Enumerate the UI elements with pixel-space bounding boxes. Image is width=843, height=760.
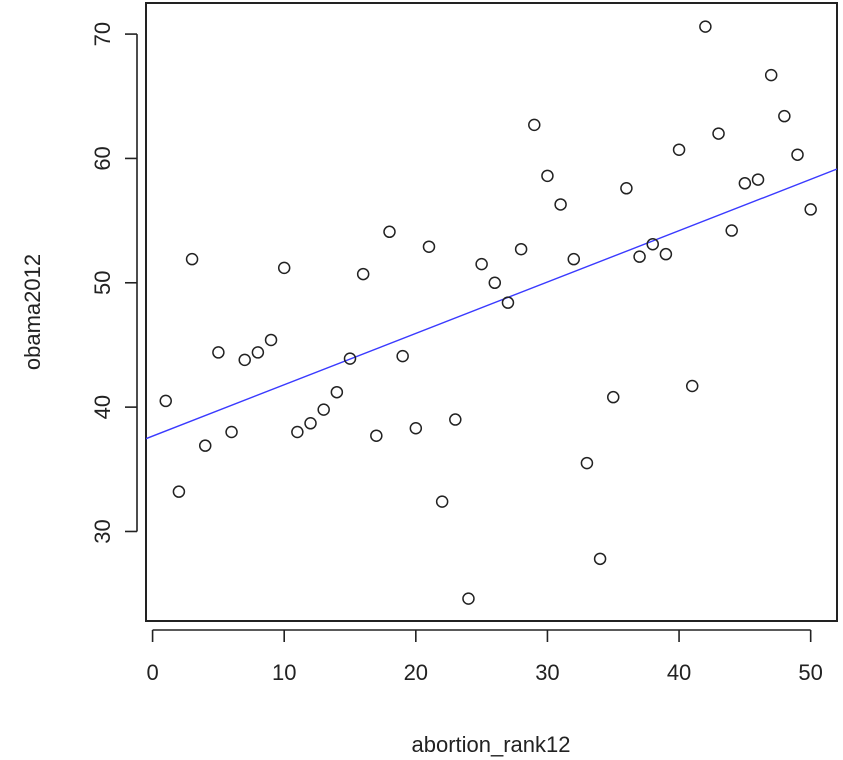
data-point <box>475 257 488 271</box>
x-tick-label: 0 <box>146 660 158 685</box>
data-point <box>356 267 370 281</box>
y-tick-label: 60 <box>90 146 115 170</box>
y-tick-label: 40 <box>90 395 115 419</box>
data-point <box>659 247 673 261</box>
data-point <box>370 429 383 442</box>
data-point <box>159 394 172 408</box>
x-tick-label: 20 <box>404 660 428 685</box>
data-point <box>791 148 804 161</box>
data-point <box>751 173 765 186</box>
data-point <box>593 552 607 566</box>
data-point <box>277 261 291 275</box>
data-point <box>764 68 778 82</box>
data-point <box>685 379 699 393</box>
data-point <box>725 224 738 237</box>
data-point <box>488 276 502 290</box>
data-point <box>646 237 659 251</box>
data-point <box>501 296 515 309</box>
data-point <box>606 390 620 404</box>
data-point <box>620 182 633 195</box>
fit-line-layer <box>146 168 837 440</box>
data-point <box>291 425 304 439</box>
x-tick-label: 40 <box>667 660 691 685</box>
data-point <box>699 20 712 33</box>
data-point <box>317 403 330 416</box>
data-point <box>712 127 725 140</box>
data-point <box>251 346 265 359</box>
data-point <box>422 240 436 253</box>
data-point <box>514 242 528 256</box>
data-point <box>343 352 357 365</box>
data-point <box>409 422 423 435</box>
x-axis-label: abortion_rank12 <box>411 732 570 757</box>
data-point <box>804 203 817 216</box>
data-point <box>330 385 344 399</box>
data-point <box>449 413 462 426</box>
data-point <box>238 353 251 367</box>
data-point <box>580 456 594 470</box>
data-point <box>462 592 475 605</box>
data-point <box>778 109 791 123</box>
data-point <box>633 250 646 263</box>
x-axis: 0 10 20 30 40 50 <box>146 629 823 685</box>
data-point <box>185 252 199 266</box>
data-point <box>738 177 752 190</box>
data-point <box>264 333 278 347</box>
y-tick-label: 30 <box>90 519 115 543</box>
regression-line <box>146 168 837 440</box>
data-point <box>554 198 567 211</box>
data-point <box>567 252 581 266</box>
points-layer <box>159 20 817 605</box>
y-tick-label: 50 <box>90 271 115 295</box>
y-axis: 30 40 50 60 70 <box>90 22 138 544</box>
data-point <box>396 349 409 363</box>
data-point <box>541 169 554 183</box>
data-point <box>383 225 396 239</box>
data-point <box>672 143 686 156</box>
data-point <box>435 495 449 508</box>
y-axis-label: obama2012 <box>20 254 45 370</box>
data-point <box>172 485 186 498</box>
x-tick-label: 30 <box>535 660 559 685</box>
x-tick-label: 50 <box>798 660 822 685</box>
data-point <box>212 346 225 359</box>
y-tick-label: 70 <box>90 22 115 46</box>
plot-frame <box>145 2 838 622</box>
data-point <box>528 118 541 132</box>
data-point <box>225 425 238 439</box>
x-tick-label: 10 <box>272 660 296 685</box>
data-point <box>304 417 317 430</box>
data-point <box>198 439 212 452</box>
